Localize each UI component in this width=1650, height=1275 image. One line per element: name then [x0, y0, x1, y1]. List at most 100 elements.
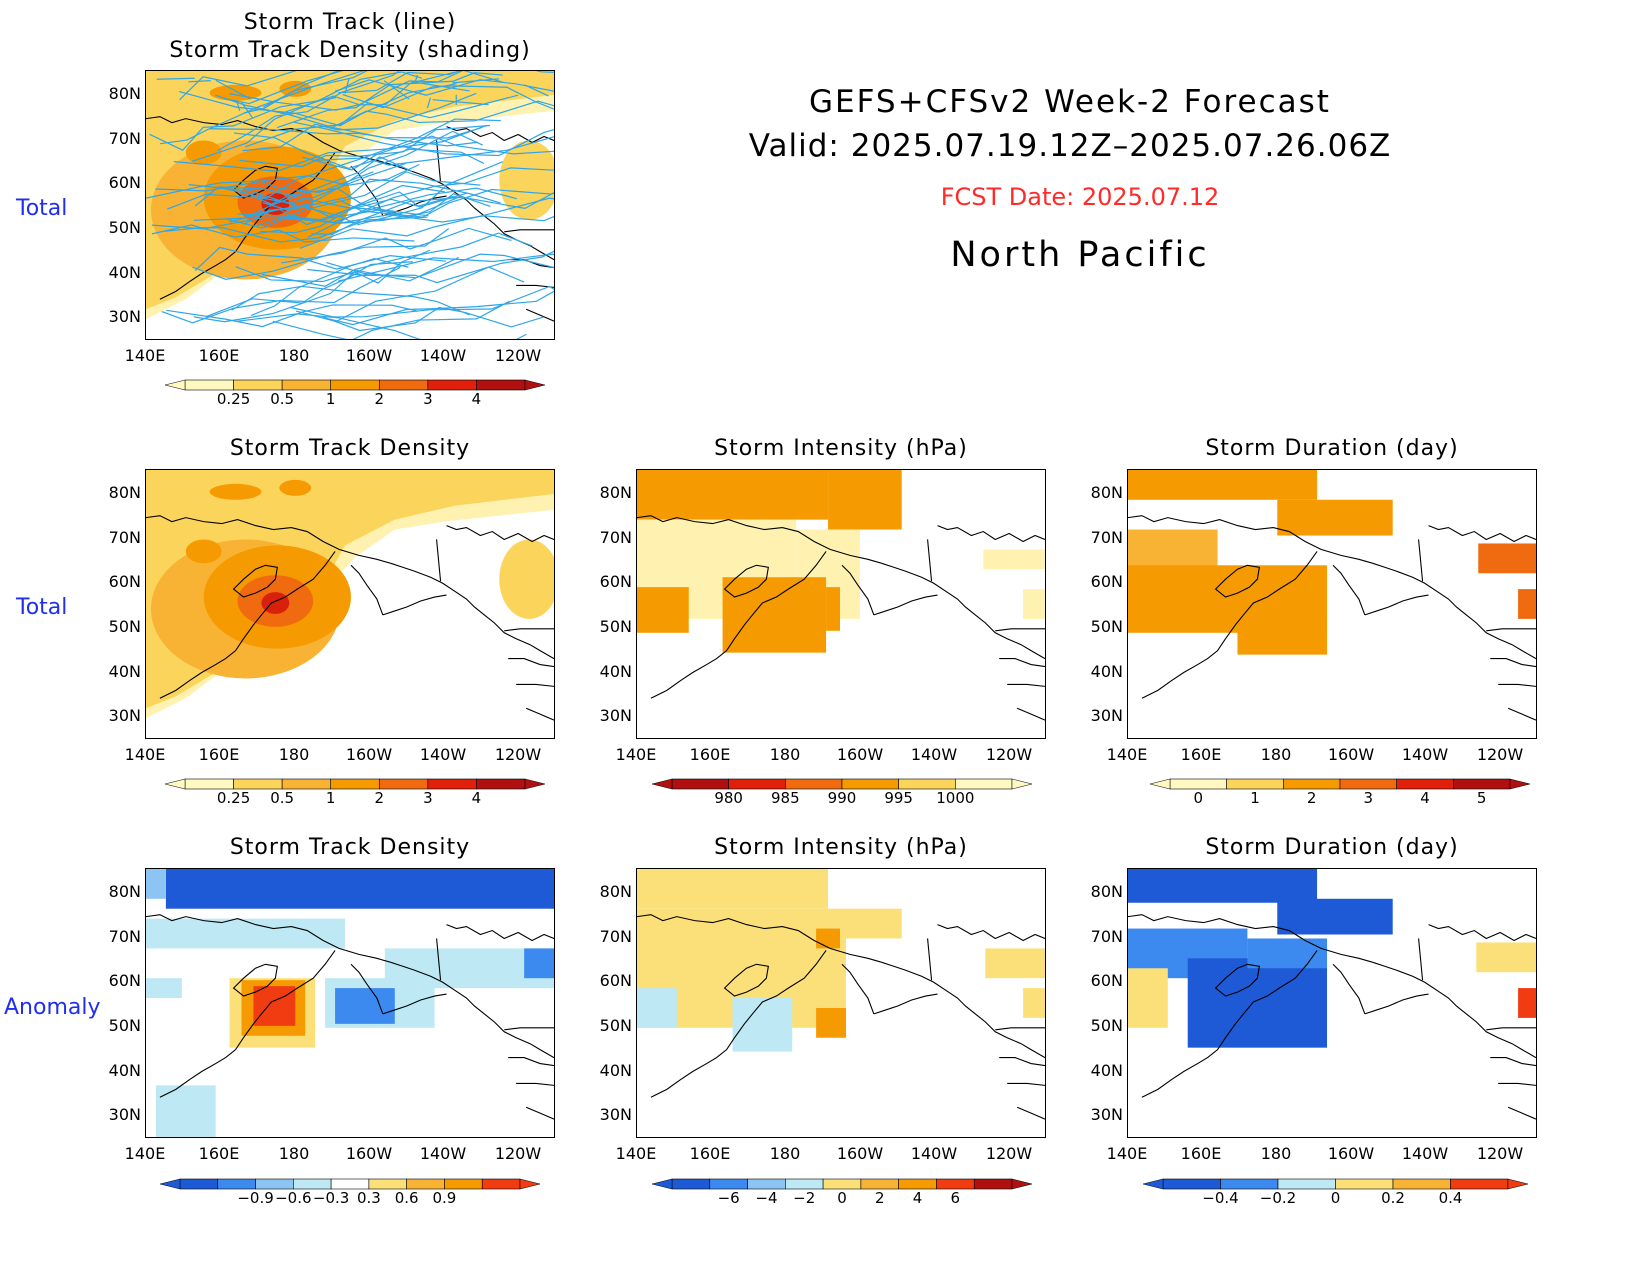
lat-label: 30N [1090, 1105, 1123, 1124]
ia-cell-n2 [637, 908, 902, 939]
lon-label: 120W [985, 1144, 1033, 1163]
colorbar-arrow-right [1507, 1178, 1529, 1190]
colorbar-label: 0 [1330, 1189, 1341, 1207]
coastline-10 [516, 1082, 554, 1086]
lon-label: 140E [124, 745, 166, 764]
coastline-2 [1141, 950, 1318, 1098]
coastline-0 [1128, 515, 1373, 564]
colorbar-segment [281, 379, 332, 391]
lon-label: 140W [419, 1144, 467, 1163]
colorbar-segment [378, 379, 429, 391]
colorbar-segment [179, 1178, 219, 1190]
lon-label: 140W [1401, 745, 1449, 764]
coastline-8 [995, 1027, 1045, 1031]
coastline-11 [525, 1106, 554, 1120]
da-cell-e [524, 948, 554, 979]
coastline-7 [436, 938, 442, 981]
lon-label: 180 [278, 1144, 310, 1163]
colorbar-density-anomaly: −0.9 −0.6 −0.3 0.3 0.6 0.9 [159, 1177, 541, 1211]
colorbar-label: 2 [374, 789, 385, 807]
coastline-1 [390, 961, 554, 1059]
lon-label: 160E [1180, 1144, 1222, 1163]
coastline-4 [350, 165, 384, 217]
coastline-8 [1486, 628, 1536, 632]
dua-cell-core [1187, 958, 1328, 1048]
coastline-4 [841, 564, 875, 616]
map-storm-tracks [145, 70, 555, 340]
coastline-5 [382, 993, 447, 1015]
coastline-3 [232, 963, 278, 997]
colorbar-segment [293, 1178, 332, 1190]
ia-cell-pos2 [816, 928, 841, 949]
ia-cell-s [732, 998, 793, 1052]
coastline-7 [436, 539, 442, 582]
map-intensity-total [636, 469, 1046, 739]
coastline-8 [1486, 1027, 1536, 1031]
lat-label: 50N [108, 218, 141, 237]
colorbar-segment [860, 1178, 899, 1190]
colorbar-segment [1162, 1178, 1221, 1190]
colorbar-segment [1226, 778, 1284, 790]
colorbar-label: 0.2 [1381, 1189, 1405, 1207]
lon-label: 160E [198, 346, 240, 365]
panel-title-density-anomaly: Storm Track Density [229, 835, 471, 860]
colorbar-segment [427, 379, 477, 391]
coastline-7 [927, 938, 933, 981]
coastline-0 [146, 515, 391, 564]
lat-label: 60N [599, 572, 632, 591]
coastline-3 [1214, 564, 1260, 598]
coastline-2 [650, 950, 827, 1098]
colorbar-arrow-right [1011, 1178, 1033, 1190]
colorbar-segment [330, 1178, 370, 1190]
lat-label: 30N [599, 706, 632, 725]
dua-cell-east-2 [1518, 988, 1536, 1018]
coastline-4 [1332, 564, 1366, 616]
colorbar-segment [281, 778, 332, 790]
colorbar-segment [709, 1178, 748, 1190]
dur-cell-east-2 [1518, 589, 1536, 619]
lat-label: 60N [108, 971, 141, 990]
int-cell-east [983, 549, 1045, 570]
colorbar-label: 6 [950, 1189, 961, 1207]
colorbar-label: −4 [755, 1189, 778, 1207]
coastline-9 [999, 658, 1045, 668]
coastline-11 [525, 308, 554, 322]
colorbar-label: 0 [1193, 789, 1204, 807]
lon-label: 140E [1106, 745, 1148, 764]
lat-label: 70N [108, 927, 141, 946]
row-label-total-top: Total [16, 196, 68, 221]
lon-label: 160W [836, 1144, 884, 1163]
dua-cell-w2 [1128, 968, 1168, 1028]
coastline-3 [232, 165, 278, 199]
lat-label: 50N [108, 1016, 141, 1035]
colorbar-arrow-left [159, 1178, 181, 1190]
colorbar-segment [233, 778, 283, 790]
forecast-title: GEFS+CFSv2 Week-2 Forecast [809, 84, 1331, 120]
da-cell-w [146, 978, 182, 999]
coastline-2 [650, 551, 827, 699]
lat-label: 50N [599, 617, 632, 636]
ia-cell-north [637, 869, 829, 909]
lat-label: 70N [108, 129, 141, 148]
lon-label: 180 [278, 745, 310, 764]
dua-cell-north [1128, 869, 1318, 903]
lon-label: 160W [345, 745, 393, 764]
lat-label: 40N [1090, 1061, 1123, 1080]
colorbar-label: 0.5 [270, 789, 295, 807]
lon-label: 140E [124, 1144, 166, 1163]
coastline-10 [1007, 1082, 1045, 1086]
colorbar-arrow-left [164, 778, 186, 790]
ia-cell-east-2 [1023, 988, 1045, 1018]
colorbar-label: 990 [827, 789, 857, 807]
lat-label: 70N [1090, 927, 1123, 946]
density-east [499, 539, 554, 619]
coastline-11 [525, 707, 554, 721]
coastline-2 [159, 152, 336, 300]
colorbar-density-total: 0.25 0.5 1 2 3 4 [164, 777, 546, 811]
colorbar-segment [728, 778, 786, 790]
colorbar-arrow-right [524, 778, 546, 790]
lat-label: 70N [108, 528, 141, 547]
colorbar-segment [476, 379, 526, 391]
coastline-11 [1507, 1106, 1536, 1120]
colorbar-segment [476, 778, 526, 790]
